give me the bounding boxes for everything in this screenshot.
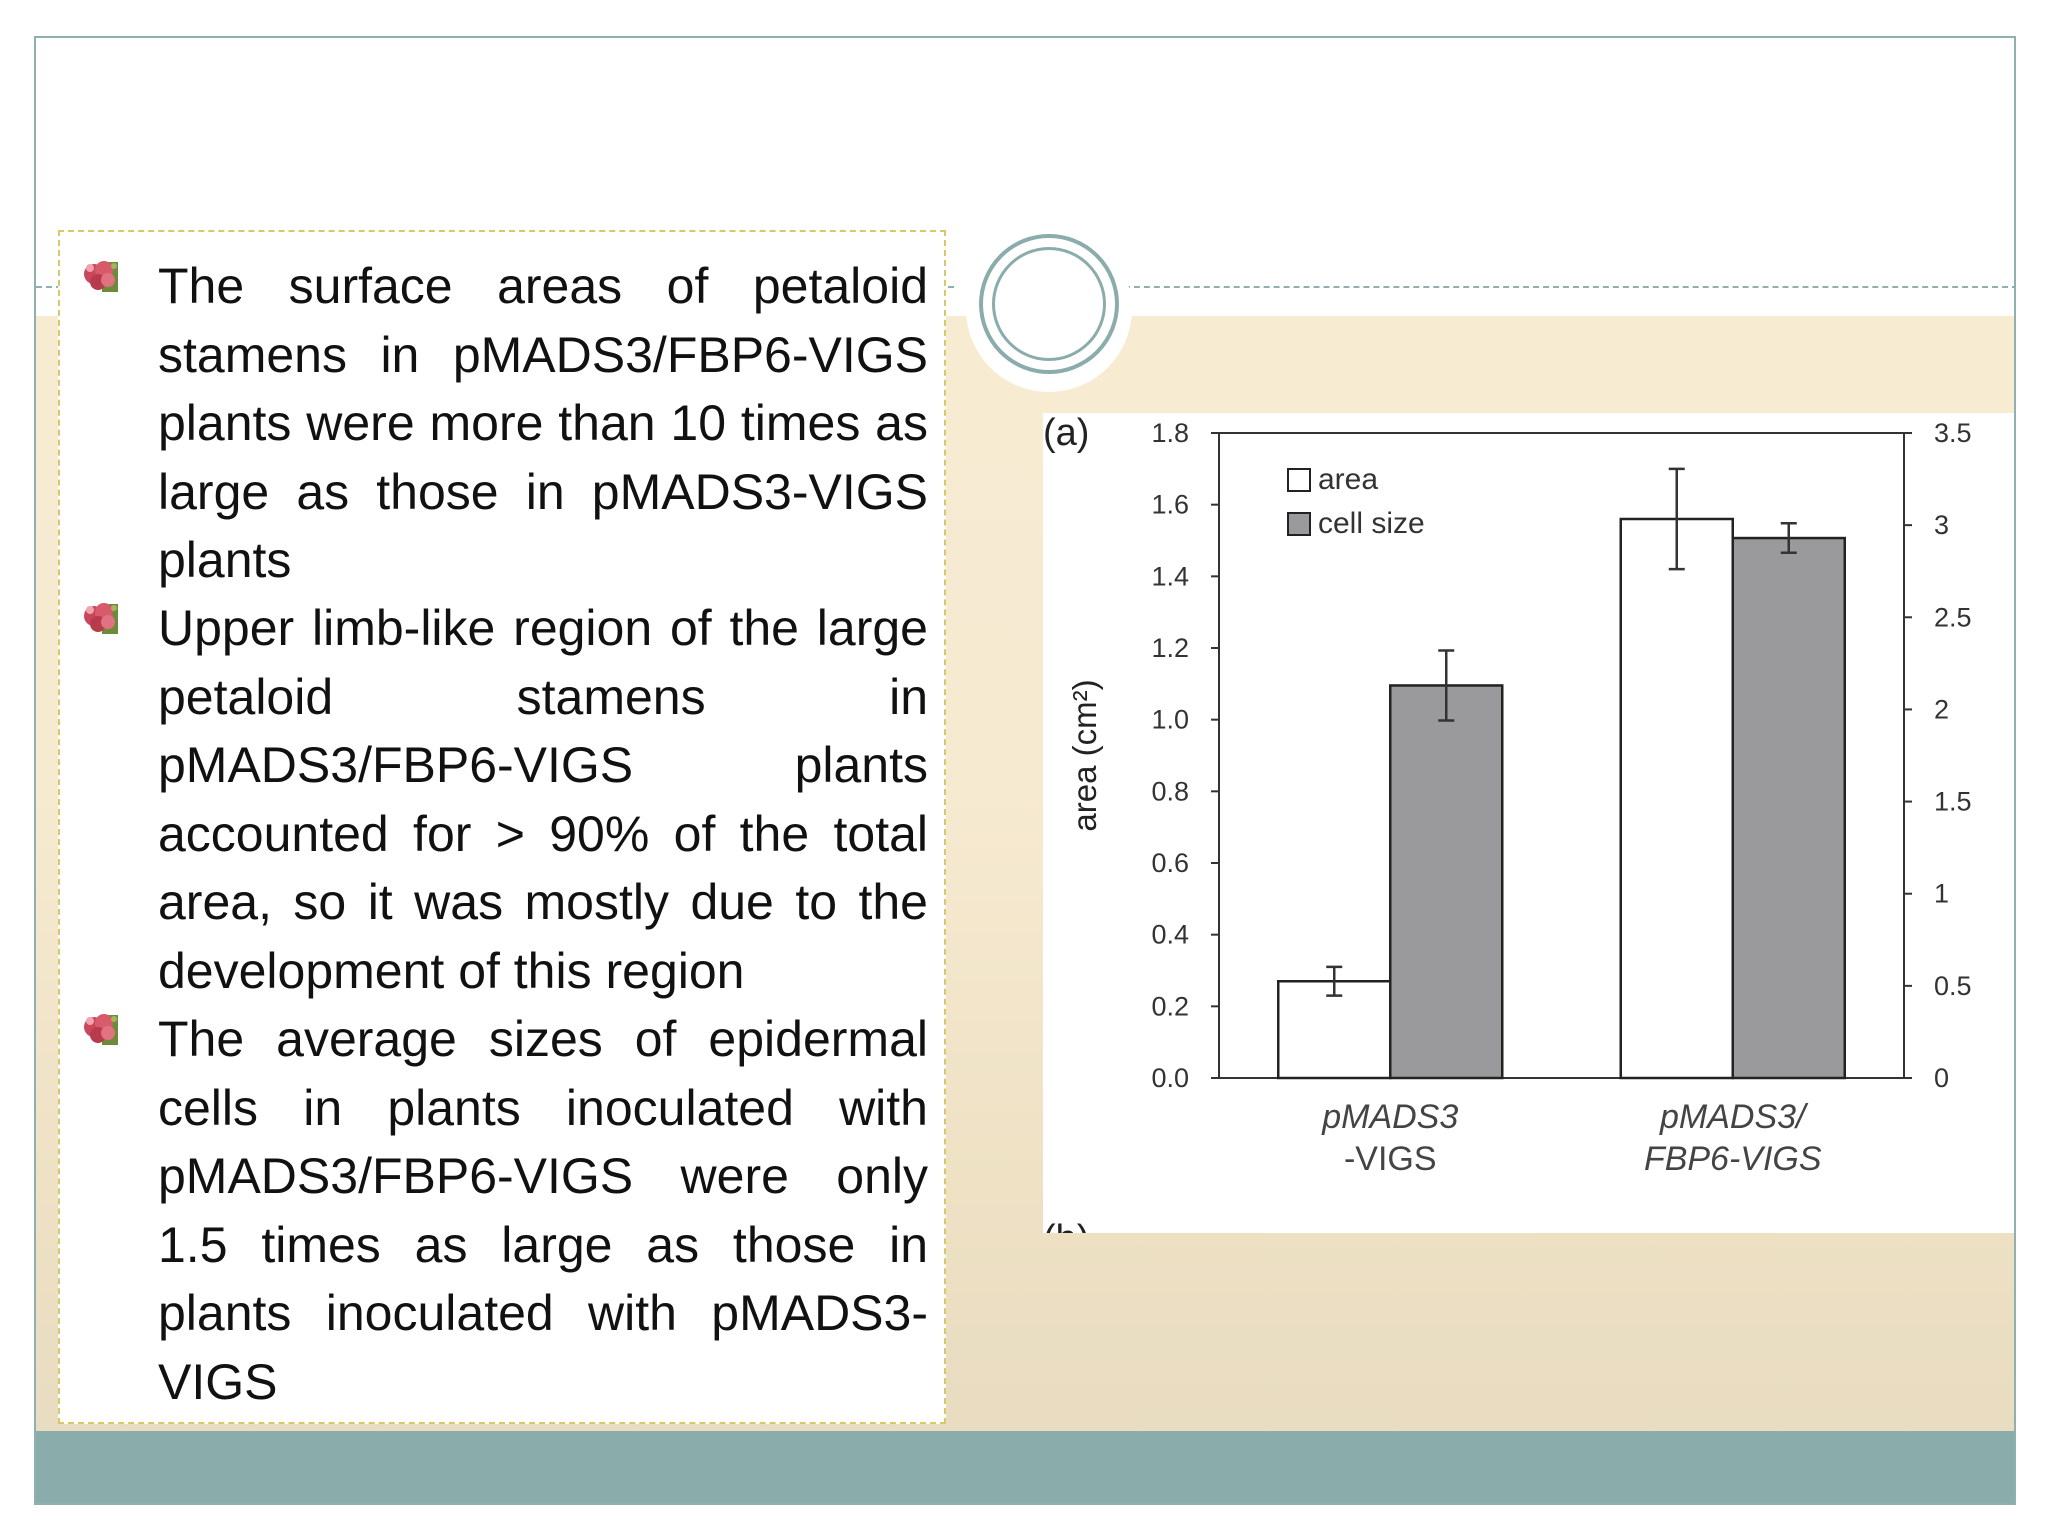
- flower-bullet-icon: [80, 256, 124, 301]
- bullet-text-2: Upper limb-like region of the large peta…: [158, 600, 928, 999]
- category-label: pMADS3: [1321, 1098, 1458, 1136]
- legend-label: cell size: [1318, 507, 1425, 540]
- y-tick-label-right: 1: [1934, 879, 1949, 909]
- bar-cell-size: [1389, 684, 1504, 1080]
- circle-ornament-inner: [992, 247, 1106, 361]
- bullet-text-1: The surface areas of petaloid stamens in…: [158, 258, 928, 588]
- y-tick-label-left: 1.0: [1151, 705, 1189, 735]
- next-panel-label: (b): [1043, 1218, 1089, 1233]
- y-tick-label-left: 0.4: [1151, 920, 1189, 950]
- panel-label: (a): [1043, 413, 1089, 454]
- plot-frame: [1218, 432, 1905, 1079]
- y-tick-label-left: 0.0: [1151, 1063, 1189, 1093]
- flower-bullet-icon: [80, 1009, 124, 1054]
- legend-swatch-cell-size: [1287, 512, 1311, 536]
- slide-frame: The surface areas of petaloid stamens in…: [34, 36, 2016, 1505]
- bullet-text-box: The surface areas of petaloid stamens in…: [58, 230, 946, 1424]
- y-tick-label-left: 1.4: [1151, 561, 1189, 591]
- bar-chart: (a) (b) 0.0 0.2 0.4 0.6 0.8 1.0 1.2 1.4 1.6 1.8 0 0.5…: [1043, 413, 1972, 1233]
- circle-ornament-outer: [979, 234, 1119, 374]
- category-label: FBP6-VIGS: [1644, 1140, 1822, 1178]
- y-tick-label-left: 0.8: [1151, 776, 1189, 806]
- y-tick-label-right: 1.5: [1934, 787, 1972, 817]
- bullet-text-3: The average sizes of epidermal cells in …: [158, 1011, 928, 1410]
- y-tick-label-left: 1.6: [1151, 490, 1189, 520]
- y-tick-label-left: 1.2: [1151, 633, 1189, 663]
- bar-cell-size: [1731, 536, 1846, 1080]
- legend-label: area: [1318, 463, 1378, 496]
- y-axis-label-left: area (cm²): [1066, 679, 1103, 831]
- divider-line-right: [1094, 286, 2014, 288]
- y-tick-label-right: 3.5: [1934, 418, 1972, 448]
- legend-swatch-area: [1287, 468, 1311, 492]
- y-tick-label-right: 2.5: [1934, 602, 1972, 632]
- y-tick-label-right: 0.5: [1934, 971, 1972, 1001]
- y-tick-label-left: 0.6: [1151, 848, 1189, 878]
- y-tick-label-right: 2: [1934, 694, 1949, 724]
- y-tick-label-left: 1.8: [1151, 418, 1189, 448]
- footer-bar: [36, 1431, 2014, 1503]
- y-tick-label-right: 3: [1934, 510, 1949, 540]
- y-tick-label-right: 0: [1934, 1063, 1949, 1093]
- y-tick-label-left: 0.2: [1151, 991, 1189, 1021]
- chart-panel: (a) (b) 0.0 0.2 0.4 0.6 0.8 1.0 1.2 1.4 1.6 1.8 0 0.5…: [1043, 413, 2014, 1233]
- category-label: -VIGS: [1344, 1140, 1437, 1178]
- flower-bullet-icon: [80, 598, 124, 643]
- category-label: pMADS3/: [1659, 1098, 1809, 1136]
- bar-area: [1619, 517, 1734, 1080]
